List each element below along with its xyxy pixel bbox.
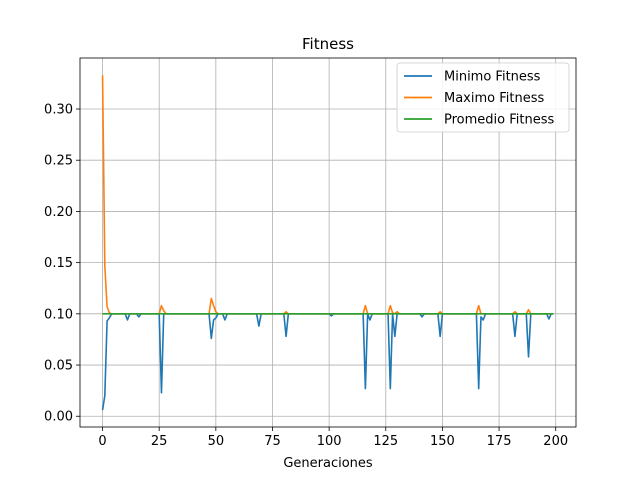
y-tick-label: 0.30 xyxy=(44,103,73,118)
y-tick-label: 0.20 xyxy=(44,205,73,220)
legend-label-minimo-fitness: Minimo Fitness xyxy=(444,70,541,85)
y-tick-label: 0.15 xyxy=(44,256,73,271)
x-tick-label: 175 xyxy=(487,434,512,449)
x-tick-label: 125 xyxy=(373,434,398,449)
x-tick-label: 25 xyxy=(151,434,168,449)
x-tick-label: 50 xyxy=(208,434,225,449)
legend-box xyxy=(396,62,570,133)
x-axis-label: Generaciones xyxy=(283,456,373,471)
x-tick-label: 200 xyxy=(543,434,568,449)
x-tick-label: 75 xyxy=(264,434,281,449)
legend-label-maximo-fitness: Maximo Fitness xyxy=(444,91,544,106)
chart-title: Fitness xyxy=(302,35,354,53)
plot-frame xyxy=(79,57,577,428)
legend: Minimo Fitness Maximo Fitness Promedio Fit… xyxy=(396,62,570,133)
axis-ticks: 0 25 50 75 100 125 150 175 200 0.00 0.05 0.10 0.15 0.… xyxy=(44,103,568,449)
y-tick-label: 0.00 xyxy=(44,410,73,425)
y-tick-label: 0.05 xyxy=(44,359,73,374)
legend-label-promedio-fitness: Promedio Fitness xyxy=(444,113,554,128)
x-tick-label: 0 xyxy=(98,434,106,449)
x-tick-label: 100 xyxy=(317,434,342,449)
y-tick-label: 0.25 xyxy=(44,154,73,169)
y-tick-label: 0.10 xyxy=(44,307,73,322)
x-tick-label: 150 xyxy=(430,434,455,449)
series-layer xyxy=(101,75,554,411)
